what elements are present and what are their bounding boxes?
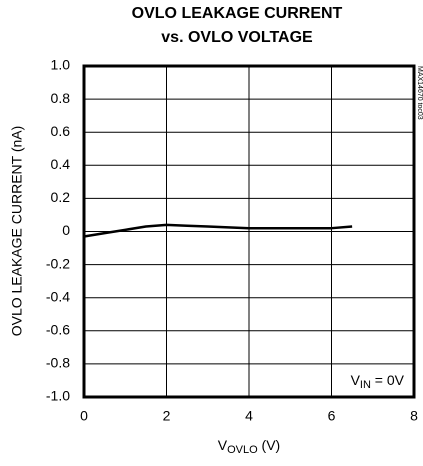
y-tick-label: -1.0 [46,388,70,404]
annotation-main: V [351,372,361,388]
x-tick-label: 2 [163,408,171,424]
annotation-rest: = 0V [371,372,405,388]
y-tick-label: 0.6 [51,123,71,139]
plot-frame [82,64,416,399]
y-tick-label: -0.4 [46,288,70,304]
x-label-sub: OVLO [227,444,258,456]
x-label-unit: (V) [258,437,281,453]
y-tick-label: -0.8 [46,355,70,371]
x-tick-label: 6 [328,408,336,424]
y-tick-label: 0.2 [51,189,71,205]
y-tick-label: 0.8 [51,90,71,106]
y-tick-label: 1.0 [51,57,71,73]
x-tick-label: 4 [245,408,253,424]
chart-title: OVLO LEAKAGE CURRENT [132,5,343,22]
y-tick-label: -0.2 [46,255,70,271]
annotation-sub: IN [360,379,371,391]
x-tick-label: 8 [410,408,418,424]
chart-subtitle: vs. OVLO VOLTAGE [161,29,313,46]
x-tick-label: 0 [80,408,88,424]
y-tick-label: 0.4 [51,156,71,172]
annotation: VIN = 0V [351,372,405,391]
data-line [83,223,353,238]
y-axis-label: OVLO LEAKAGE CURRENT (nA) [9,126,25,337]
y-tick-label: -0.6 [46,322,70,338]
figure-id: MAX14670 toc03 [416,66,423,120]
y-tick-label: 0 [62,222,70,238]
x-label-main: V [218,437,228,453]
x-axis-label: VOVLO (V) [218,437,280,456]
